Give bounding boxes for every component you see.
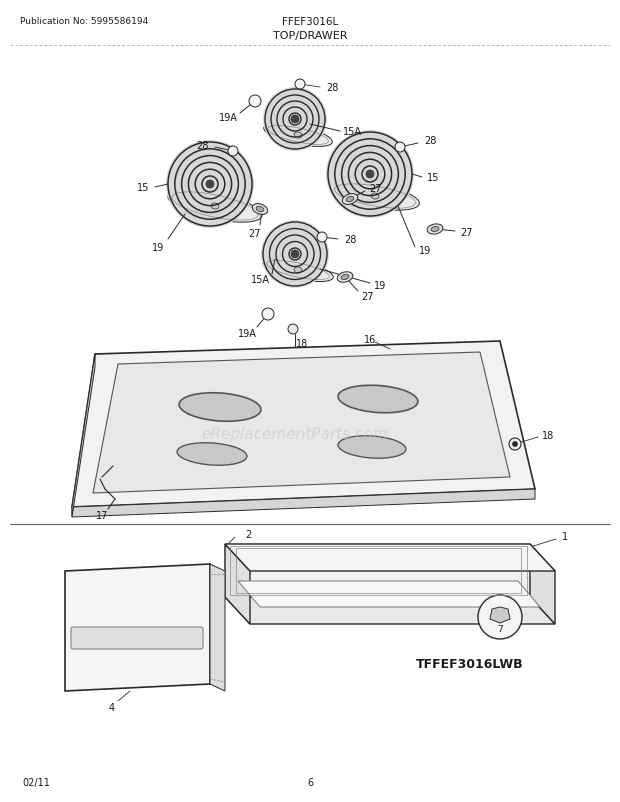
Ellipse shape bbox=[263, 88, 327, 152]
Polygon shape bbox=[225, 545, 530, 597]
Text: 15: 15 bbox=[427, 172, 439, 183]
Circle shape bbox=[249, 96, 261, 107]
Ellipse shape bbox=[166, 141, 254, 229]
Text: 15A: 15A bbox=[342, 127, 361, 137]
Text: 19: 19 bbox=[419, 245, 431, 256]
Ellipse shape bbox=[294, 268, 302, 273]
Text: 2: 2 bbox=[245, 529, 251, 539]
Ellipse shape bbox=[337, 273, 353, 283]
Ellipse shape bbox=[338, 386, 418, 413]
Ellipse shape bbox=[256, 207, 264, 213]
Circle shape bbox=[395, 143, 405, 153]
Polygon shape bbox=[225, 597, 555, 624]
Text: 1: 1 bbox=[562, 532, 568, 541]
Text: 7: 7 bbox=[497, 625, 503, 634]
Circle shape bbox=[317, 233, 327, 243]
Text: TFFEF3016LWB: TFFEF3016LWB bbox=[416, 658, 524, 670]
Text: 28: 28 bbox=[344, 235, 356, 245]
Ellipse shape bbox=[330, 183, 419, 211]
Polygon shape bbox=[72, 354, 95, 517]
Ellipse shape bbox=[371, 194, 379, 200]
Text: FFEF3016L: FFEF3016L bbox=[282, 17, 338, 27]
Text: 27: 27 bbox=[249, 229, 261, 239]
Circle shape bbox=[291, 115, 299, 124]
Ellipse shape bbox=[427, 225, 443, 235]
Ellipse shape bbox=[342, 194, 358, 205]
Ellipse shape bbox=[346, 197, 354, 202]
Ellipse shape bbox=[168, 191, 262, 223]
Text: 02/11: 02/11 bbox=[22, 777, 50, 787]
Polygon shape bbox=[72, 342, 535, 508]
Text: 28: 28 bbox=[196, 141, 208, 151]
Text: 28: 28 bbox=[326, 83, 338, 93]
Polygon shape bbox=[210, 565, 225, 691]
Circle shape bbox=[288, 325, 298, 334]
Ellipse shape bbox=[261, 221, 329, 289]
Ellipse shape bbox=[179, 393, 261, 422]
Ellipse shape bbox=[338, 436, 406, 459]
Ellipse shape bbox=[341, 275, 349, 280]
Circle shape bbox=[206, 180, 214, 188]
Circle shape bbox=[478, 595, 522, 639]
Polygon shape bbox=[530, 545, 555, 624]
Ellipse shape bbox=[211, 204, 219, 210]
Circle shape bbox=[366, 171, 374, 179]
Polygon shape bbox=[93, 353, 510, 493]
Circle shape bbox=[513, 442, 518, 447]
Circle shape bbox=[291, 251, 299, 259]
Ellipse shape bbox=[326, 131, 414, 219]
Text: 19A: 19A bbox=[219, 113, 237, 123]
Text: eReplacementParts.com: eReplacementParts.com bbox=[202, 427, 388, 442]
Ellipse shape bbox=[431, 227, 439, 233]
Text: 27: 27 bbox=[461, 228, 473, 237]
Circle shape bbox=[295, 80, 305, 90]
Ellipse shape bbox=[264, 124, 332, 148]
Text: 6: 6 bbox=[307, 777, 313, 787]
Text: 28: 28 bbox=[424, 136, 436, 146]
Circle shape bbox=[228, 147, 238, 157]
Text: 4: 4 bbox=[109, 702, 115, 712]
Text: 15A: 15A bbox=[250, 274, 270, 285]
Text: 17: 17 bbox=[96, 510, 108, 520]
Polygon shape bbox=[490, 607, 510, 623]
Text: 19A: 19A bbox=[237, 329, 257, 338]
Text: 19: 19 bbox=[152, 243, 164, 253]
Circle shape bbox=[262, 309, 274, 321]
Ellipse shape bbox=[294, 133, 302, 139]
Text: 19: 19 bbox=[374, 281, 386, 290]
Polygon shape bbox=[72, 489, 535, 517]
Text: 27: 27 bbox=[370, 184, 383, 194]
Text: 18: 18 bbox=[542, 431, 554, 440]
Text: 18: 18 bbox=[296, 338, 308, 349]
Text: 16: 16 bbox=[364, 334, 376, 345]
Text: 15: 15 bbox=[137, 183, 149, 192]
Polygon shape bbox=[225, 545, 555, 571]
Polygon shape bbox=[225, 545, 250, 624]
FancyBboxPatch shape bbox=[71, 627, 203, 649]
Ellipse shape bbox=[263, 259, 334, 282]
Polygon shape bbox=[238, 581, 540, 607]
Ellipse shape bbox=[177, 444, 247, 466]
Text: TOP/DRAWER: TOP/DRAWER bbox=[273, 31, 347, 41]
Circle shape bbox=[509, 439, 521, 451]
Polygon shape bbox=[65, 565, 210, 691]
Ellipse shape bbox=[252, 205, 268, 215]
Text: Publication No: 5995586194: Publication No: 5995586194 bbox=[20, 18, 148, 26]
Text: 27: 27 bbox=[361, 292, 374, 302]
